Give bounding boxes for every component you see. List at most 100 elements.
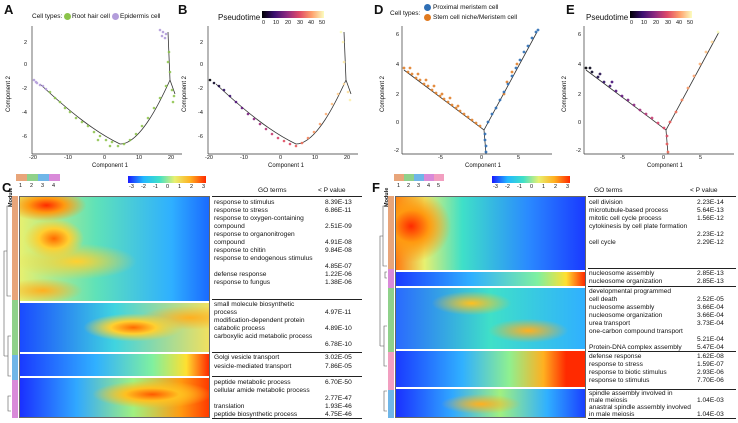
go-term: response to stress (589, 361, 643, 368)
colorbar-tick: 3 (566, 184, 570, 190)
panel-a-xtick: -10 (64, 155, 72, 161)
p-value: 7.70E-06 (697, 377, 724, 384)
panel-b-xlabel: Component 1 (268, 163, 305, 169)
go-term: carboxylic acid metabolic process (214, 333, 313, 340)
module-separator (20, 376, 209, 378)
panel-a-ytick: -6 (22, 134, 27, 140)
panel-a-legend-epidermis: Epidermis cell (120, 13, 161, 20)
go-term: response to fungus (214, 279, 271, 286)
module-number: 1 (397, 183, 401, 189)
go-term: cell division (589, 199, 623, 206)
panel-a-xtick: 0 (103, 155, 107, 161)
colorbar-tick: 3 (202, 184, 206, 190)
go-term: peptide biosynthetic process (214, 411, 298, 418)
panel-b-legend-title: Pseudotime (218, 13, 261, 22)
module-4-heatmap (20, 378, 209, 417)
go-term: microtubule-based process (589, 207, 669, 214)
go-term: nucleosome organization (589, 312, 663, 319)
panel-f-rule (588, 389, 736, 390)
module-2-bar (388, 288, 394, 352)
colorbar-tick: 1 (178, 184, 182, 190)
p-value: 3.66E-04 (697, 304, 724, 311)
p-value: 2.85E-13 (697, 278, 724, 285)
panel-b-ylabel: Component 2 (182, 75, 188, 112)
go-term: defense response (214, 271, 267, 278)
go-term: mitotic cell cycle process (589, 215, 662, 222)
colorbar-tick: 0 (530, 184, 534, 190)
colorbar-tick: 20 (653, 20, 660, 26)
p-value: 2.93E-06 (697, 369, 724, 376)
module-number: 4 (52, 183, 56, 189)
panel-b-xtick: 0 (279, 155, 283, 161)
panel-b-ytick: -4 (198, 110, 203, 116)
panel-d-ytick: 4 (396, 62, 400, 68)
p-value: 1.93E-46 (325, 403, 352, 410)
colorbar-tick: 0 (262, 20, 266, 26)
panel-a-ytick: -4 (22, 110, 27, 116)
colorbar-tick: 0 (630, 20, 634, 26)
panel-d-legend-title: Cell types: (390, 10, 421, 17)
go-term: cellular amide metabolic process (214, 387, 310, 394)
colorbar-tick: 30 (297, 20, 304, 26)
panel-c-rule (212, 376, 362, 377)
go-term: male meiosis (589, 397, 628, 404)
panel-d-xtick: -5 (438, 155, 443, 161)
panel-d-ytick: 2 (396, 92, 400, 98)
panel-a-trajectory-plot (31, 26, 182, 155)
module-number: 2 (30, 183, 34, 189)
colorbar-tick: 10 (273, 20, 280, 26)
go-term: response to stimulus (589, 377, 650, 384)
pseudotime-colorbar (262, 11, 324, 18)
panel-a-xtick: 10 (136, 155, 143, 161)
module-number: 2 (407, 183, 411, 189)
panel-a-ytick: 0 (24, 62, 28, 68)
go-term: cell death (589, 296, 618, 303)
go-term: translation (214, 403, 245, 410)
go-term: nucleosome organization (589, 278, 663, 285)
module-number: 4 (427, 183, 431, 189)
go-term: response to chitin (214, 247, 266, 254)
panel-e-ytick: 2 (578, 92, 582, 98)
panel-b-xtick: 20 (344, 155, 351, 161)
go-term: compound (214, 223, 245, 230)
colorbar-tick: -2 (141, 184, 146, 190)
panel-e-ylabel: Component 2 (562, 75, 568, 112)
module-3-bar (388, 390, 394, 418)
panel-d-xtick: 5 (517, 155, 521, 161)
colorbar-tick: 40 (676, 20, 683, 26)
p-value: 3.66E-04 (697, 312, 724, 319)
epidermis-legend-dot (112, 13, 119, 20)
p-value: 6.78E-10 (325, 341, 352, 348)
p-value: 1.22E-06 (325, 271, 352, 278)
go-term: response to stress (214, 207, 268, 214)
p-value: 5.47E-04 (697, 344, 724, 351)
module-2-heatmap (396, 288, 585, 349)
p-value: 6.70E-50 (325, 379, 352, 386)
panel-d-ylabel: Component 2 (380, 75, 386, 112)
panel-b-label: B (178, 2, 188, 17)
go-term: small molecule biosynthetic (214, 301, 295, 308)
colorbar-tick: -2 (505, 184, 510, 190)
module-1-bar (12, 196, 18, 300)
panel-f-go-header: GO terms (594, 187, 623, 194)
go-term: cell cycle (589, 239, 616, 246)
p-value: 1.56E-12 (697, 215, 724, 222)
go-term: nucleosome assembly (589, 304, 655, 311)
colorbar-tick: 0 (166, 184, 170, 190)
panel-a-label: A (4, 2, 14, 17)
panel-b-xtick: -20 (205, 155, 213, 161)
go-term: response to endogenous stimulus (214, 255, 313, 262)
panel-d-label: D (374, 2, 384, 17)
go-term: catabolic process (214, 325, 265, 332)
panel-d-xlabel: Component 1 (465, 163, 502, 169)
module-separator (396, 286, 585, 288)
panel-a-xlabel: Component 1 (92, 163, 129, 169)
p-value: 4.75E-46 (325, 411, 352, 418)
p-value: 6.86E-11 (325, 207, 352, 214)
panel-a-legend-root-hair: Root hair cell (72, 13, 110, 20)
p-value: 2.23E-12 (697, 231, 724, 238)
panel-c-rule (212, 352, 362, 353)
panel-e-xtick: 0 (662, 155, 666, 161)
module-number: 5 (437, 183, 441, 189)
proximal-meristem-legend-dot (424, 4, 431, 11)
